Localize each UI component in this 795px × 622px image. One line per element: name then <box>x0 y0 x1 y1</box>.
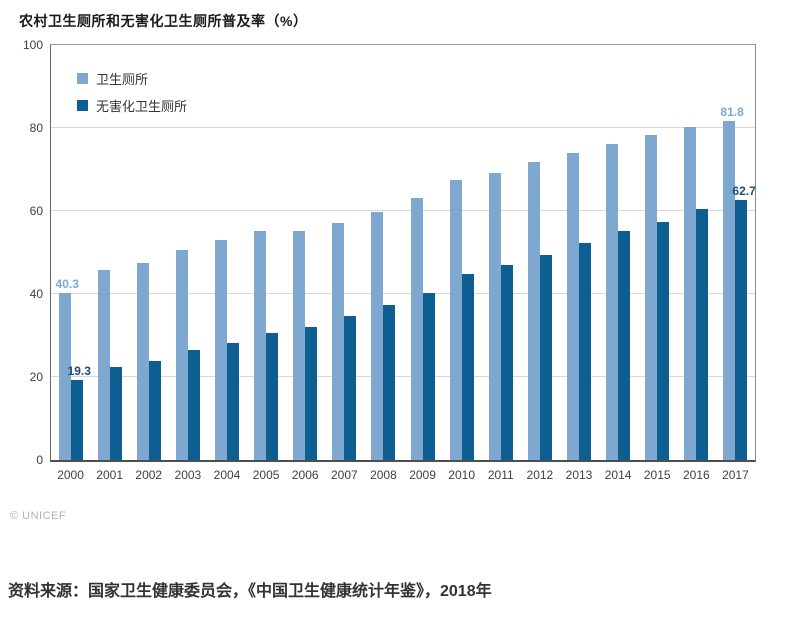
bar-group-2000: 40.3 19.3 <box>51 45 91 460</box>
bar-sanitary-toilet <box>449 180 462 460</box>
bar-harmless-sanitary-toilet <box>109 366 122 460</box>
x-axis-tick-label: 2002 <box>135 468 163 482</box>
bar-harmless-sanitary-toilet <box>226 342 239 460</box>
source-note: 资料来源：国家卫生健康委员会，《中国卫生健康统计年鉴》，2018年 <box>8 583 492 600</box>
x-axis-tick-label: 2005 <box>252 468 280 482</box>
bar-harmless-sanitary-toilet <box>305 326 318 460</box>
bar-sanitary-toilet <box>214 240 227 460</box>
bar-value-label: 19.3 <box>67 363 91 378</box>
legend: 卫生厕所无害化卫生厕所 <box>77 69 187 115</box>
bar-group-2006 <box>286 45 325 460</box>
bar-harmless-sanitary-toilet <box>383 304 396 460</box>
x-axis-tick-label: 2011 <box>487 468 514 482</box>
bar-group-2015 <box>638 45 677 460</box>
bar-group-2008 <box>364 45 403 460</box>
x-axis-tick-label: 2016 <box>682 468 710 482</box>
y-axis-tick-label: 40 <box>29 287 43 301</box>
bar-group-2005 <box>247 45 286 460</box>
bar-harmless-sanitary-toilet <box>539 254 552 460</box>
gridline <box>51 376 755 377</box>
bar-sanitary-toilet: 40.3 <box>56 278 79 460</box>
legend-swatch-icon <box>77 100 88 111</box>
bar-value-label: 40.3 <box>55 276 79 291</box>
legend-label: 无害化卫生厕所 <box>96 99 188 114</box>
bar-sanitary-toilet <box>566 152 579 460</box>
plot-area: 40.3 19.3 81.8 62.7 卫生厕所无害化卫生厕所 0 20 40 60 80 10… <box>23 39 756 481</box>
y-axis-tick-label: 60 <box>29 204 43 218</box>
bar-harmless-sanitary-toilet <box>187 350 200 460</box>
unicef-watermark: © UNICEF <box>10 510 67 522</box>
bar-value-label: 81.8 <box>720 104 744 119</box>
bar-sanitary-toilet <box>488 172 501 460</box>
bar-harmless-sanitary-toilet <box>148 361 161 460</box>
bar-sanitary-toilet <box>254 230 267 460</box>
bar-sanitary-toilet <box>136 262 149 460</box>
x-axis-tick-label: 2001 <box>96 468 124 482</box>
bar-sanitary-toilet <box>684 126 697 460</box>
x-axis-tick-label: 2012 <box>526 468 554 482</box>
gridline <box>51 127 755 128</box>
x-axis-tick-label: 2007 <box>330 468 358 482</box>
bar-sanitary-toilet: 81.8 <box>720 106 744 460</box>
bar-group-2009 <box>403 45 442 460</box>
y-axis-tick-label: 100 <box>22 38 43 52</box>
bar-value-label: 62.7 <box>732 183 756 198</box>
bar-sanitary-toilet <box>371 212 384 460</box>
x-axis-tick-label: 2010 <box>448 468 476 482</box>
x-axis-tick-label: 2006 <box>291 468 319 482</box>
bar-group-2011 <box>481 45 520 460</box>
bar-harmless-sanitary-toilet <box>696 209 709 460</box>
bar-group-2003 <box>168 45 207 460</box>
bar-sanitary-toilet <box>410 198 423 460</box>
bar-sanitary-toilet <box>332 223 345 460</box>
bars-layer: 40.3 19.3 81.8 62.7 <box>51 45 756 460</box>
x-axis-tick-label: 2004 <box>213 468 241 482</box>
bar-group-2013 <box>559 45 598 460</box>
bar-sanitary-toilet <box>645 134 658 460</box>
chart-title: 农村卫生厕所和无害化卫生厕所普及率（%） <box>19 13 308 29</box>
bar-sanitary-toilet <box>606 144 619 460</box>
y-axis-tick-label: 20 <box>29 370 43 384</box>
bar-sanitary-toilet <box>293 231 306 460</box>
bar-group-2012 <box>520 45 559 460</box>
x-axis-tick-label: 2015 <box>643 468 671 482</box>
x-axis-tick-label: 2003 <box>174 468 202 482</box>
legend-swatch-icon <box>77 73 88 84</box>
gridline <box>51 210 755 211</box>
bar-harmless-sanitary-toilet <box>461 273 474 460</box>
bar-sanitary-toilet <box>175 250 188 460</box>
y-axis-tick-label: 80 <box>29 121 43 135</box>
bar-harmless-sanitary-toilet <box>618 231 631 460</box>
bar-harmless-sanitary-toilet <box>657 221 670 460</box>
bar-harmless-sanitary-toilet: 62.7 <box>732 185 756 460</box>
y-axis-tick-label: 0 <box>36 453 43 467</box>
bar-harmless-sanitary-toilet <box>344 316 357 460</box>
bar-group-2002 <box>129 45 168 460</box>
bar-group-2004 <box>207 45 246 460</box>
bar-group-2014 <box>599 45 638 460</box>
legend-item-harmless-sanitary-toilet: 无害化卫生厕所 <box>77 96 187 115</box>
x-axis-tick-label: 2014 <box>604 468 632 482</box>
x-axis-tick-label: 2000 <box>57 468 84 482</box>
bar-harmless-sanitary-toilet <box>500 264 513 460</box>
bar-sanitary-toilet <box>527 162 540 460</box>
bar-group-2007 <box>325 45 364 460</box>
bar-sanitary-toilet <box>97 269 110 460</box>
bar-group-2001 <box>90 45 129 460</box>
legend-label: 卫生厕所 <box>96 72 149 87</box>
x-axis-tick-label: 2009 <box>409 468 436 482</box>
x-axis-tick-label: 2017 <box>722 468 749 482</box>
bar-harmless-sanitary-toilet: 19.3 <box>68 365 91 460</box>
bar-harmless-sanitary-toilet <box>578 242 591 460</box>
bar-harmless-sanitary-toilet <box>422 292 435 460</box>
legend-item-sanitary-toilet: 卫生厕所 <box>77 69 187 88</box>
bar-group-2016 <box>677 45 716 460</box>
bar-harmless-sanitary-toilet <box>266 333 279 460</box>
x-axis-tick-label: 2013 <box>565 468 593 482</box>
bar-group-2010 <box>442 45 481 460</box>
x-axis-tick-label: 2008 <box>370 468 397 482</box>
bar-group-2017: 81.8 62.7 <box>716 45 756 460</box>
gridline <box>51 293 755 294</box>
